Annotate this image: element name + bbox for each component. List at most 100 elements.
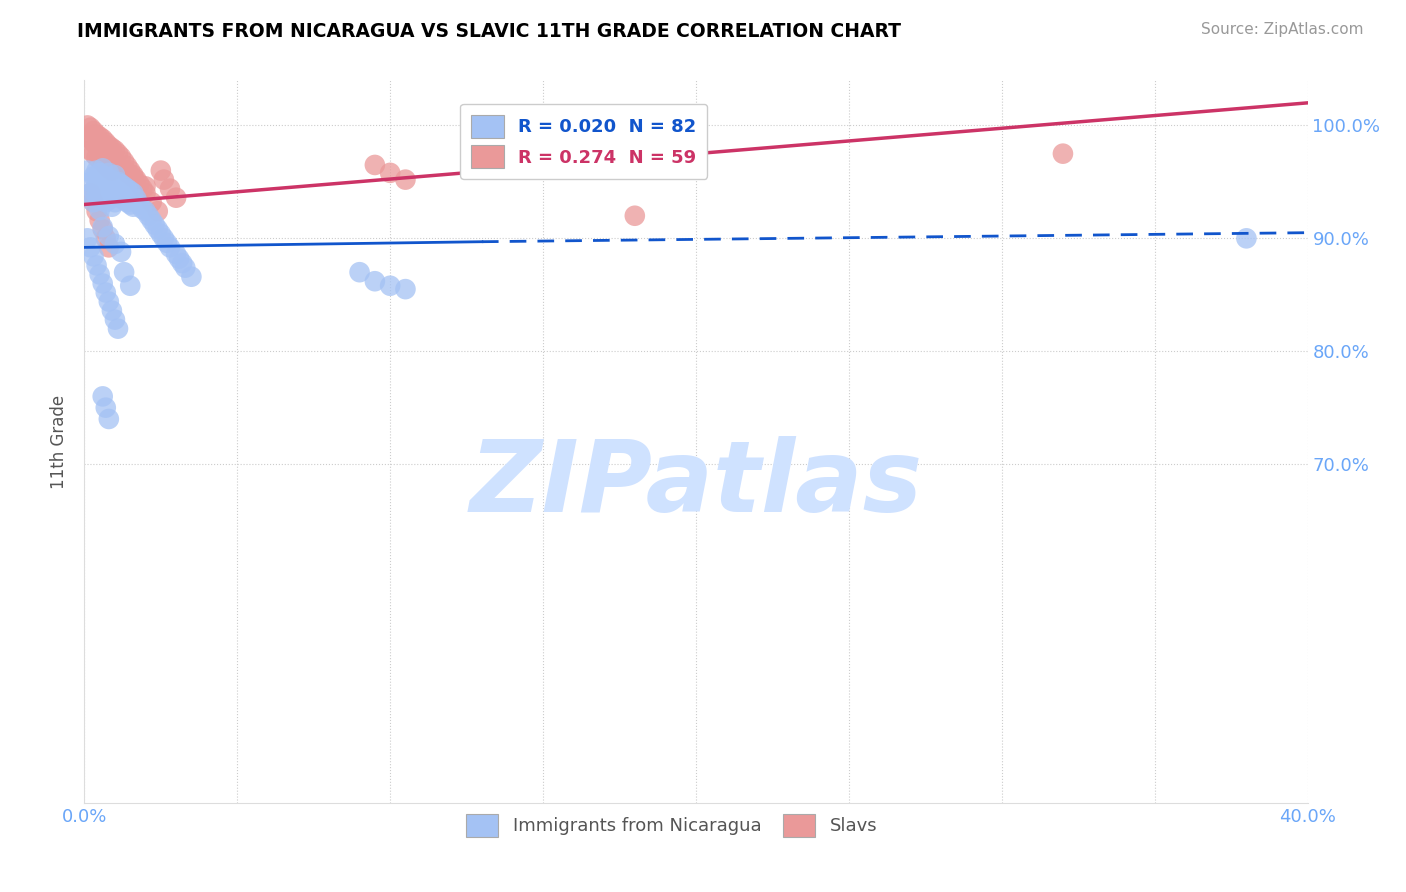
Point xyxy=(107,146,129,161)
Point xyxy=(89,193,111,207)
Point xyxy=(86,163,108,178)
Point xyxy=(131,202,153,216)
Point xyxy=(89,166,111,180)
Point xyxy=(122,168,145,182)
Point xyxy=(86,259,108,273)
Point xyxy=(104,168,127,182)
Point xyxy=(143,218,166,232)
Point xyxy=(76,129,98,144)
Point xyxy=(112,179,135,194)
Point xyxy=(135,204,157,219)
Point xyxy=(131,181,153,195)
Point xyxy=(180,269,202,284)
Point xyxy=(107,188,129,202)
Point xyxy=(94,158,117,172)
Point xyxy=(97,150,120,164)
Point xyxy=(83,169,105,184)
Point xyxy=(86,128,108,142)
Point xyxy=(97,294,120,309)
Y-axis label: 11th Grade: 11th Grade xyxy=(51,394,69,489)
Point xyxy=(86,204,108,219)
Point xyxy=(120,184,142,198)
Point xyxy=(159,240,181,254)
Point xyxy=(91,220,114,235)
Point xyxy=(122,170,145,185)
Point xyxy=(364,274,387,288)
Point xyxy=(89,213,111,227)
Point xyxy=(101,163,124,178)
Point xyxy=(101,186,124,201)
Point xyxy=(83,124,105,138)
Point xyxy=(112,154,135,169)
Point xyxy=(110,191,132,205)
Point xyxy=(153,172,176,186)
Point xyxy=(104,154,127,169)
Point xyxy=(135,186,157,201)
Point xyxy=(380,278,402,293)
Point xyxy=(364,158,387,172)
Point xyxy=(104,237,127,252)
Point xyxy=(115,181,138,195)
Point xyxy=(394,282,416,296)
Point xyxy=(1052,146,1074,161)
Point xyxy=(146,222,169,236)
Point xyxy=(86,150,108,164)
Point xyxy=(120,197,142,211)
Point xyxy=(115,166,138,180)
Point xyxy=(79,132,101,146)
Point xyxy=(624,209,647,223)
Point xyxy=(91,389,114,403)
Point xyxy=(101,200,124,214)
Point xyxy=(79,186,101,201)
Point xyxy=(76,231,98,245)
Point xyxy=(97,412,120,426)
Point xyxy=(97,166,120,180)
Point xyxy=(128,177,150,191)
Point xyxy=(135,179,157,194)
Point xyxy=(94,231,117,245)
Point xyxy=(91,175,114,189)
Point xyxy=(165,191,187,205)
Point xyxy=(94,401,117,415)
Point xyxy=(1236,231,1258,245)
Point xyxy=(149,227,172,241)
Point xyxy=(159,181,181,195)
Point xyxy=(89,153,111,167)
Point xyxy=(174,260,197,275)
Point xyxy=(97,138,120,153)
Point xyxy=(83,195,105,210)
Point xyxy=(89,203,111,218)
Point xyxy=(110,177,132,191)
Point xyxy=(172,256,194,270)
Point xyxy=(104,143,127,157)
Point xyxy=(97,193,120,207)
Point xyxy=(94,146,117,161)
Point xyxy=(112,193,135,207)
Point xyxy=(110,244,132,259)
Point xyxy=(89,268,111,282)
Text: ZIPatlas: ZIPatlas xyxy=(470,436,922,533)
Point xyxy=(97,161,120,176)
Point xyxy=(94,136,117,150)
Point xyxy=(86,177,108,191)
Point xyxy=(380,166,402,180)
Point xyxy=(89,180,111,194)
Point xyxy=(104,195,127,210)
Point xyxy=(115,195,138,210)
Point xyxy=(89,129,111,144)
Point xyxy=(101,153,124,167)
Point xyxy=(91,222,114,236)
Point xyxy=(122,186,145,201)
Point xyxy=(141,195,163,210)
Point xyxy=(79,240,101,254)
Point xyxy=(94,195,117,210)
Text: IMMIGRANTS FROM NICARAGUA VS SLAVIC 11TH GRADE CORRELATION CHART: IMMIGRANTS FROM NICARAGUA VS SLAVIC 11TH… xyxy=(77,22,901,41)
Point xyxy=(120,163,142,178)
Point xyxy=(120,278,142,293)
Point xyxy=(91,132,114,146)
Point xyxy=(79,120,101,135)
Point xyxy=(165,247,187,261)
Point xyxy=(79,175,101,189)
Point xyxy=(128,197,150,211)
Legend: Immigrants from Nicaragua, Slavs: Immigrants from Nicaragua, Slavs xyxy=(458,806,884,845)
